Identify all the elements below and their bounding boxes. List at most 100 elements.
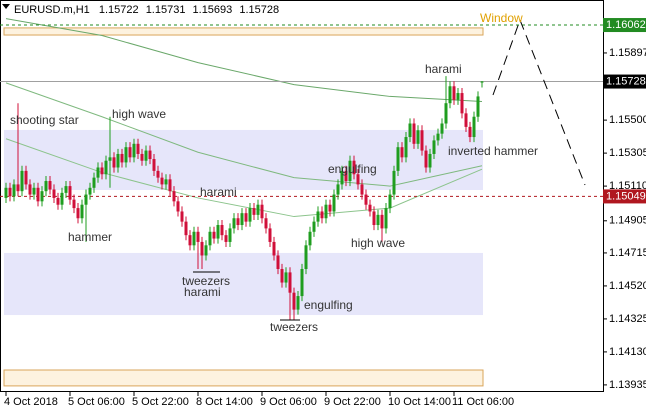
- candle-body: [200, 241, 204, 256]
- candle-body: [256, 204, 260, 215]
- candle-body: [184, 221, 188, 236]
- candle-body: [376, 214, 380, 226]
- candle-body: [208, 231, 212, 246]
- candle-body: [232, 218, 236, 229]
- candle-body: [120, 153, 124, 163]
- candle-body: [172, 191, 176, 202]
- candle-body: [112, 157, 116, 168]
- candle-body: [336, 184, 340, 195]
- candle-body: [476, 96, 480, 117]
- header-close: 1.15728: [239, 4, 279, 16]
- candle-body: [324, 204, 328, 219]
- candle-body: [428, 153, 432, 168]
- y-tick-label: 1.14325: [609, 313, 646, 325]
- pattern-label: high wave: [351, 236, 405, 250]
- moving-average: [5, 18, 483, 103]
- candle-body: [344, 170, 348, 182]
- x-tick-label: 8 Oct 14:00: [196, 396, 253, 408]
- candle-body: [300, 269, 304, 297]
- pattern-label: Window: [480, 11, 523, 25]
- candle-body: [100, 167, 104, 175]
- pattern-label: harami: [200, 185, 237, 199]
- candle-body: [148, 150, 152, 160]
- pattern-label: engulfing: [304, 298, 353, 312]
- candle-body: [296, 296, 300, 310]
- candle-body: [312, 221, 316, 232]
- candle-body: [432, 140, 436, 154]
- candle-body: [264, 218, 268, 229]
- price-level-box: [603, 74, 646, 89]
- candle-body: [316, 211, 320, 222]
- candle-body: [152, 159, 156, 171]
- candle-body: [388, 194, 392, 209]
- pattern-label: inverted hammer: [448, 144, 538, 158]
- candle-body: [244, 213, 248, 222]
- candle-body: [88, 187, 92, 195]
- candle-body: [364, 194, 368, 205]
- candle-body: [28, 184, 32, 195]
- header-open: 1.15722: [99, 4, 139, 16]
- x-tick-label: 9 Oct 22:00: [324, 396, 381, 408]
- candle-body: [276, 255, 280, 270]
- candle-body: [96, 167, 100, 178]
- y-tick-label: 1.15897: [609, 47, 646, 59]
- candle-body: [320, 211, 324, 219]
- candle-body: [248, 208, 252, 222]
- pattern-label: engulfing: [328, 162, 377, 176]
- candle-body: [416, 130, 420, 144]
- candle-body: [136, 143, 140, 154]
- candle-body: [280, 269, 284, 283]
- candle-body: [20, 170, 24, 192]
- candle-body: [384, 208, 388, 229]
- candle-body: [132, 143, 136, 158]
- y-tick-label: 1.15110: [609, 180, 646, 192]
- x-tick-label: 10 Oct 14:00: [388, 396, 451, 408]
- y-tick-label: 1.15305: [609, 147, 646, 159]
- y-tick-label: 1.14905: [609, 215, 646, 227]
- candle-body: [304, 245, 308, 270]
- window-projection: [492, 18, 586, 186]
- candle-body: [400, 147, 404, 158]
- candle-body: [84, 194, 88, 205]
- zone: [4, 252, 483, 316]
- candle-body: [228, 228, 232, 242]
- x-tick-label: 5 Oct 22:00: [132, 396, 189, 408]
- candle-body: [216, 225, 220, 239]
- candle-body: [332, 194, 336, 212]
- candle-body: [456, 93, 460, 100]
- candle-body: [236, 218, 240, 226]
- y-tick-label: 1.13935: [609, 379, 646, 391]
- moving-average: [5, 138, 483, 218]
- candle-body: [352, 160, 356, 175]
- x-tick-label: 11 Oct 06:00: [452, 396, 514, 408]
- candle-body: [4, 187, 8, 198]
- candle-body: [164, 179, 168, 185]
- candle-body: [212, 231, 216, 239]
- zone: [4, 129, 483, 190]
- candle-body: [368, 204, 372, 212]
- pattern-label: tweezers: [182, 274, 230, 288]
- price-level-label: 1.16062: [606, 19, 646, 31]
- candle-body: [404, 137, 408, 158]
- candle-body: [168, 179, 172, 192]
- candle-body: [116, 153, 120, 168]
- candle-body: [328, 204, 332, 212]
- candle-body: [380, 214, 384, 229]
- candle-body: [268, 228, 272, 242]
- candle-body: [448, 86, 452, 104]
- y-tick-label: 1.14715: [609, 247, 646, 259]
- y-tick-label: 1.14130: [609, 346, 646, 358]
- candle-body: [80, 204, 84, 219]
- candle-body: [412, 123, 416, 144]
- candle-body: [288, 272, 292, 293]
- header-high: 1.15731: [146, 4, 186, 16]
- price-level-label: 1.15049: [606, 190, 646, 202]
- candle-body: [36, 187, 40, 202]
- x-tick-label: 9 Oct 06:00: [260, 396, 317, 408]
- x-tick-label: 4 Oct 2018: [4, 396, 58, 408]
- candle-body: [452, 86, 456, 100]
- candle-body: [224, 235, 228, 242]
- candle-body: [8, 187, 12, 197]
- candle-body: [52, 189, 56, 198]
